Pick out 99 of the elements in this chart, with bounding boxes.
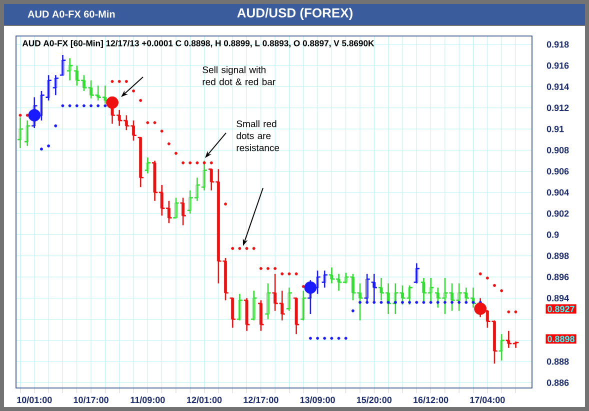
point: [274, 267, 277, 270]
point: [153, 121, 156, 124]
y-tick-label: 0.894: [546, 294, 570, 302]
point: [96, 104, 100, 108]
point: [40, 148, 43, 151]
point: [436, 300, 440, 304]
point: [500, 289, 504, 292]
point: [259, 267, 262, 270]
point: [308, 336, 312, 340]
point: [210, 161, 213, 164]
point: [429, 300, 432, 304]
y-tick-label: 0.886: [546, 380, 569, 386]
point: [372, 300, 376, 304]
point: [380, 300, 383, 304]
point: [124, 80, 128, 83]
point: [443, 300, 446, 304]
x-tick-label: 16/12:00: [414, 396, 448, 404]
text: 0.8927: [548, 306, 574, 312]
x-tick-label: 12/01:00: [187, 396, 222, 404]
point: [182, 161, 185, 164]
point: [492, 284, 496, 287]
y-tick-label: 0.904: [546, 189, 570, 196]
point: [266, 267, 270, 270]
point: [75, 104, 78, 108]
point: [118, 80, 121, 83]
text: 0.8898: [548, 336, 574, 342]
point: [82, 104, 86, 108]
point: [174, 152, 178, 155]
point: [288, 272, 291, 276]
point: [394, 300, 397, 304]
x-tick-label: 10/17:00: [74, 396, 108, 404]
x-tick-label: 12/17:00: [244, 396, 278, 404]
point: [245, 246, 248, 250]
annotation: Sell signal with red dot & red bar: [202, 66, 276, 86]
y-tick-label: 0.912: [546, 104, 569, 112]
x-tick-label: 15/20:00: [356, 396, 392, 404]
chart-title: AUD/USD (FOREX): [237, 8, 352, 20]
y-tick-label: 0.916: [546, 62, 569, 69]
x-tick-label: 11/09:00: [130, 396, 165, 404]
point: [26, 114, 29, 117]
point: [408, 300, 412, 304]
point: [139, 98, 142, 102]
point: [323, 336, 326, 340]
point: [366, 300, 369, 304]
point: [252, 246, 256, 250]
y-tick-label: 0.888: [546, 358, 569, 365]
point: [450, 300, 454, 304]
y-tick-label: 0.91: [546, 126, 564, 132]
point: [330, 336, 334, 340]
point: [458, 300, 461, 304]
y-tick-label: 0.914: [546, 84, 570, 90]
point: [316, 336, 320, 340]
point: [514, 310, 518, 314]
point: [167, 142, 170, 146]
point: [224, 202, 228, 206]
point: [202, 161, 206, 164]
point: [110, 80, 114, 83]
point: [231, 246, 234, 250]
point: [196, 161, 199, 164]
y-tick-label: 0.898: [546, 252, 569, 260]
point: [188, 161, 192, 164]
chart-subtitle: AUD A0-FX 60-Min: [28, 10, 115, 18]
y-tick-label: 0.902: [546, 210, 569, 217]
point: [132, 89, 136, 92]
point: [486, 276, 489, 280]
point: [61, 104, 64, 108]
point: [386, 300, 390, 304]
point: [18, 114, 22, 117]
point: [104, 104, 107, 108]
y-tick-label: 0.9: [546, 232, 559, 238]
x-tick-label: 13/09:00: [300, 396, 335, 404]
point: [238, 246, 242, 250]
point: [478, 272, 482, 276]
point: [472, 300, 475, 304]
annotation: AUD A0-FX [60-Min] 12/17/13 +0.0001 C 0.8898, H 0.8899, L 0.8893, O 0.8897, V 5.8690K: [22, 40, 374, 48]
point: [400, 300, 404, 304]
x-tick-label: 10/01:00: [17, 396, 52, 404]
point: [294, 272, 298, 276]
point: [507, 310, 510, 314]
point: [415, 300, 418, 304]
point: [422, 300, 426, 304]
point: [337, 336, 340, 340]
annotation: Small red dots are resistance: [236, 120, 280, 152]
point: [90, 104, 93, 108]
point: [146, 121, 150, 124]
y-tick-label: 0.918: [546, 41, 569, 48]
point: [358, 300, 362, 304]
x-tick-label: 17/04:00: [470, 396, 505, 404]
point: [68, 104, 72, 108]
point: [344, 336, 348, 340]
point: [47, 144, 50, 148]
point: [54, 124, 58, 128]
point: [160, 130, 164, 133]
y-tick-label: 0.908: [546, 146, 569, 154]
y-tick-label: 0.896: [546, 274, 569, 280]
point: [280, 272, 284, 276]
point: [464, 300, 468, 304]
point: [351, 309, 354, 312]
y-tick-label: 0.906: [546, 168, 569, 174]
